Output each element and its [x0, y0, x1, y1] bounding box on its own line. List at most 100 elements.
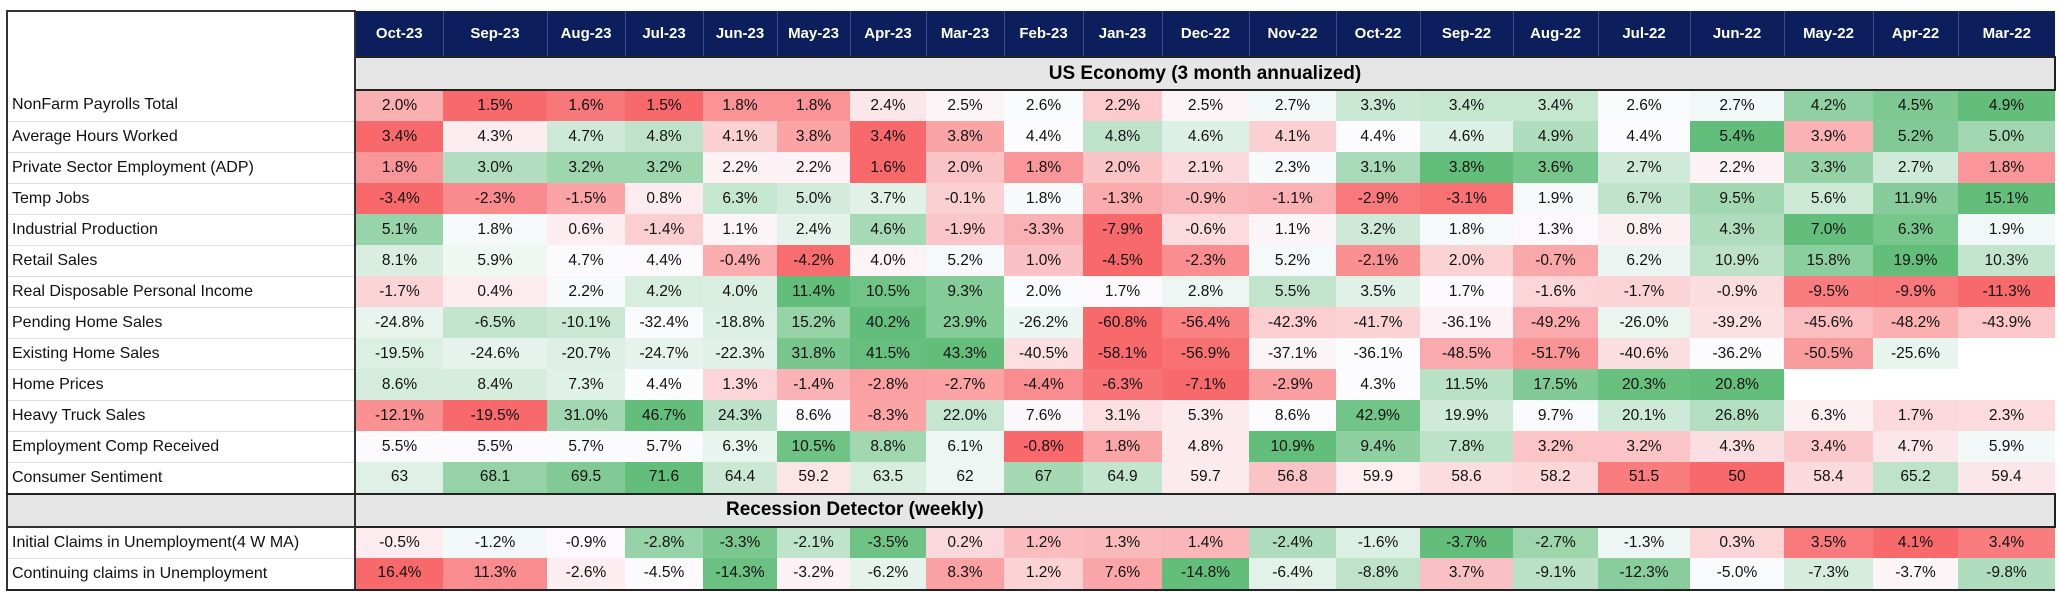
row-label[interactable]: Average Hours Worked	[6, 121, 356, 153]
value-cell[interactable]: 2.4%	[777, 214, 850, 245]
month-header-sep-22[interactable]: Sep-22	[1419, 11, 1513, 57]
month-header-jul-22[interactable]: Jul-22	[1597, 11, 1690, 57]
row-label[interactable]: Existing Home Sales	[6, 338, 356, 370]
value-cell[interactable]: -7.3%	[1784, 558, 1873, 591]
value-cell[interactable]: 3.2%	[1336, 214, 1420, 245]
month-header-mar-22[interactable]: Mar-22	[1957, 11, 2055, 57]
row-label[interactable]: Heavy Truck Sales	[6, 400, 356, 432]
value-cell[interactable]: -3.3%	[1004, 214, 1083, 245]
value-cell[interactable]: -9.9%	[1873, 276, 1958, 307]
value-cell[interactable]	[1873, 369, 1958, 400]
month-header-dec-22[interactable]: Dec-22	[1161, 11, 1249, 57]
value-cell[interactable]: 5.5%	[355, 431, 443, 462]
value-cell[interactable]: 6.3%	[1784, 400, 1873, 431]
value-cell[interactable]: -9.5%	[1784, 276, 1873, 307]
value-cell[interactable]: 3.2%	[1513, 431, 1598, 462]
value-cell[interactable]: 42.9%	[1336, 400, 1420, 431]
value-cell[interactable]: -1.5%	[547, 183, 625, 214]
value-cell[interactable]	[1958, 369, 2055, 400]
value-cell[interactable]: -25.6%	[1873, 338, 1958, 369]
value-cell[interactable]: 9.3%	[926, 276, 1004, 307]
value-cell[interactable]: -3.2%	[777, 558, 850, 591]
value-cell[interactable]: 1.8%	[1420, 214, 1513, 245]
value-cell[interactable]: 1.8%	[1958, 152, 2055, 183]
value-cell[interactable]: -18.8%	[703, 307, 777, 338]
value-cell[interactable]: -58.1%	[1083, 338, 1162, 369]
value-cell[interactable]: 1.8%	[355, 152, 443, 183]
value-cell[interactable]: 6.1%	[926, 431, 1004, 462]
value-cell[interactable]: 10.5%	[777, 431, 850, 462]
value-cell[interactable]: -2.7%	[1513, 526, 1598, 558]
value-cell[interactable]: 1.6%	[850, 152, 926, 183]
value-cell[interactable]: 63	[355, 462, 443, 495]
value-cell[interactable]: -1.7%	[355, 276, 443, 307]
value-cell[interactable]: -0.9%	[1162, 183, 1249, 214]
value-cell[interactable]: -7.9%	[1083, 214, 1162, 245]
value-cell[interactable]: 1.2%	[1004, 558, 1083, 591]
value-cell[interactable]: -0.6%	[1162, 214, 1249, 245]
value-cell[interactable]: 3.7%	[850, 183, 926, 214]
value-cell[interactable]: 8.8%	[850, 431, 926, 462]
value-cell[interactable]: 3.3%	[1336, 90, 1420, 121]
value-cell[interactable]: -1.6%	[1513, 276, 1598, 307]
value-cell[interactable]: 8.6%	[777, 400, 850, 431]
value-cell[interactable]: 3.1%	[1083, 400, 1162, 431]
value-cell[interactable]: 1.8%	[1083, 431, 1162, 462]
value-cell[interactable]: 11.9%	[1873, 183, 1958, 214]
row-label[interactable]: Industrial Production	[6, 214, 356, 246]
value-cell[interactable]: 65.2	[1873, 462, 1958, 495]
value-cell[interactable]: 3.0%	[443, 152, 547, 183]
value-cell[interactable]: 3.2%	[625, 152, 703, 183]
value-cell[interactable]: -2.3%	[443, 183, 547, 214]
value-cell[interactable]: 4.8%	[1083, 121, 1162, 152]
value-cell[interactable]: 2.0%	[355, 90, 443, 121]
row-label[interactable]: Continuing claims in Unemployment	[6, 558, 356, 591]
value-cell[interactable]: 8.3%	[926, 558, 1004, 591]
value-cell[interactable]: 2.7%	[1873, 152, 1958, 183]
value-cell[interactable]: -2.3%	[1162, 245, 1249, 276]
value-cell[interactable]: 56.8	[1249, 462, 1336, 495]
value-cell[interactable]: -24.6%	[443, 338, 547, 369]
value-cell[interactable]: -3.5%	[850, 526, 926, 558]
value-cell[interactable]: 19.9%	[1873, 245, 1958, 276]
value-cell[interactable]: 15.2%	[777, 307, 850, 338]
value-cell[interactable]: 4.4%	[625, 369, 703, 400]
value-cell[interactable]: 4.7%	[547, 121, 625, 152]
row-label[interactable]: Private Sector Employment (ADP)	[6, 152, 356, 184]
value-cell[interactable]: 8.6%	[355, 369, 443, 400]
value-cell[interactable]: -36.2%	[1690, 338, 1784, 369]
value-cell[interactable]: 4.3%	[1690, 214, 1784, 245]
value-cell[interactable]: 11.3%	[443, 558, 547, 591]
row-label[interactable]: Pending Home Sales	[6, 307, 356, 339]
value-cell[interactable]: -0.1%	[926, 183, 1004, 214]
value-cell[interactable]: 4.7%	[547, 245, 625, 276]
value-cell[interactable]: 51.5	[1598, 462, 1690, 495]
value-cell[interactable]: 0.2%	[926, 526, 1004, 558]
value-cell[interactable]: -32.4%	[625, 307, 703, 338]
value-cell[interactable]: 1.4%	[1162, 526, 1249, 558]
month-header-aug-23[interactable]: Aug-23	[546, 11, 625, 57]
value-cell[interactable]: -10.1%	[547, 307, 625, 338]
value-cell[interactable]: -0.8%	[1004, 431, 1083, 462]
value-cell[interactable]: 11.4%	[777, 276, 850, 307]
value-cell[interactable]: -0.5%	[355, 526, 443, 558]
value-cell[interactable]: 3.5%	[1784, 526, 1873, 558]
value-cell[interactable]: 1.3%	[1083, 526, 1162, 558]
value-cell[interactable]: 5.2%	[926, 245, 1004, 276]
value-cell[interactable]: 2.1%	[1162, 152, 1249, 183]
month-header-may-23[interactable]: May-23	[776, 11, 850, 57]
value-cell[interactable]: 5.2%	[1873, 121, 1958, 152]
value-cell[interactable]: 0.8%	[625, 183, 703, 214]
value-cell[interactable]: 4.6%	[1420, 121, 1513, 152]
value-cell[interactable]: 2.2%	[1083, 90, 1162, 121]
value-cell[interactable]: 5.0%	[1958, 121, 2055, 152]
value-cell[interactable]: 8.1%	[355, 245, 443, 276]
value-cell[interactable]: 1.7%	[1420, 276, 1513, 307]
value-cell[interactable]: 3.2%	[547, 152, 625, 183]
value-cell[interactable]: 17.5%	[1513, 369, 1598, 400]
value-cell[interactable]: -50.5%	[1784, 338, 1873, 369]
value-cell[interactable]: 9.7%	[1513, 400, 1598, 431]
value-cell[interactable]: 2.7%	[1249, 90, 1336, 121]
value-cell[interactable]: 3.1%	[1336, 152, 1420, 183]
value-cell[interactable]: -9.1%	[1513, 558, 1598, 591]
